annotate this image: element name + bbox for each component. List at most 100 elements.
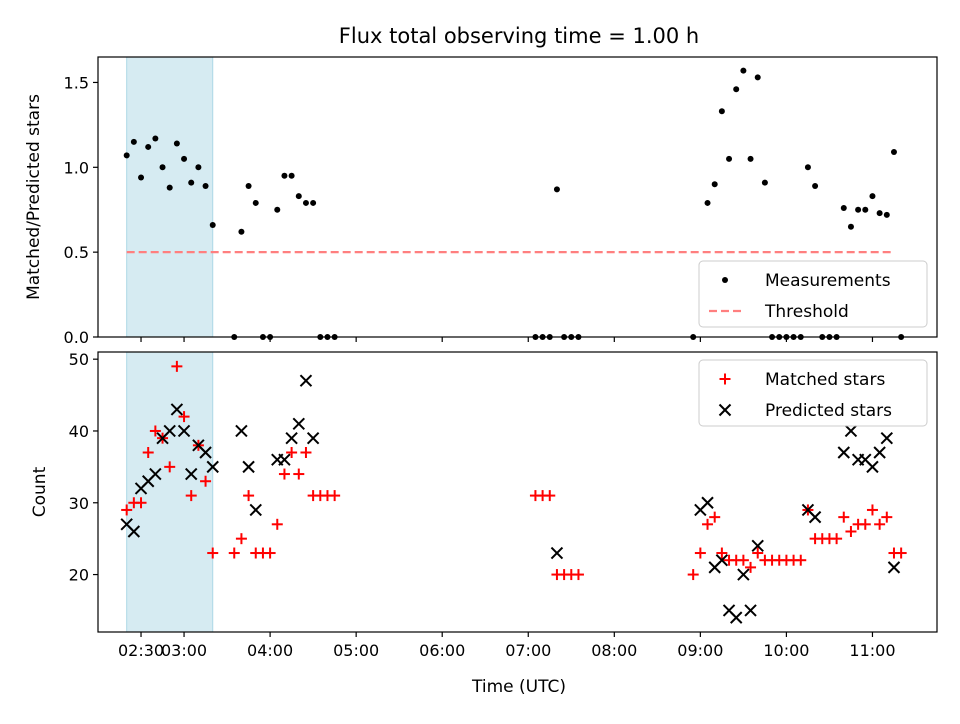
series-matched-stars: [121, 360, 907, 581]
legend-swatch: [718, 403, 732, 417]
matched-point: [278, 468, 290, 480]
measurement-point: [281, 172, 288, 179]
predicted-point: [170, 403, 184, 416]
y-tick-label: 30: [69, 494, 89, 513]
measurement-point: [123, 152, 130, 159]
measurement-point: [740, 67, 747, 74]
measurement-point: [159, 164, 166, 171]
predicted-point: [737, 568, 750, 581]
measurement-point: [188, 179, 195, 186]
matched-point: [286, 447, 298, 459]
series-predicted-stars: [120, 374, 901, 624]
x-tick-label: 05:00: [333, 641, 379, 660]
predicted-point: [837, 446, 850, 459]
matched-point: [874, 518, 886, 530]
matched-point: [293, 468, 305, 480]
y-tick-label: 1.5: [64, 73, 89, 92]
measurement-point: [747, 155, 754, 162]
x-tick-label: 09:00: [677, 641, 723, 660]
measurement-point: [862, 206, 869, 213]
matched-point: [329, 490, 341, 502]
predicted-point: [866, 460, 879, 474]
measurement-point: [245, 182, 252, 189]
measurement-point: [754, 74, 761, 81]
chart-title: Flux total observing time = 1.00 h: [339, 24, 699, 48]
axes-frame: [97, 351, 938, 633]
measurement-point: [704, 199, 711, 206]
legend-label: Threshold: [764, 302, 849, 322]
predicted-point: [751, 539, 764, 553]
predicted-point: [206, 460, 219, 474]
matched-point: [859, 518, 871, 530]
matched-point: [149, 425, 161, 437]
measurement-point: [130, 138, 137, 145]
legend-box: [698, 359, 928, 427]
predicted-point: [242, 460, 255, 474]
measurement-point: [883, 211, 890, 218]
matched-point: [178, 411, 190, 423]
matched-point: [895, 547, 907, 559]
matched-point: [135, 497, 147, 509]
legend-swatch: [719, 373, 731, 385]
predicted-point: [808, 510, 822, 524]
axes-frame: [97, 56, 938, 338]
x-tick-label: 06:00: [419, 641, 465, 660]
matched-point: [264, 547, 276, 559]
matched-point: [795, 554, 807, 566]
matched-point: [228, 547, 240, 559]
predicted-point: [306, 431, 320, 445]
measurement-point: [295, 193, 302, 200]
predicted-point: [880, 431, 894, 445]
matched-point: [142, 447, 154, 459]
measurement-point: [181, 155, 188, 162]
y-tick-label: 20: [69, 566, 89, 585]
x-tick-label: 04:00: [247, 641, 293, 660]
measurement-point: [847, 223, 854, 230]
x-tick-label: 02:30: [118, 641, 164, 660]
measurement-point: [209, 222, 216, 228]
measurement-point: [302, 199, 309, 206]
series-measurements: [123, 67, 905, 340]
measurement-point: [711, 181, 718, 188]
top-y-axis-label: Matched/Predicted stars: [24, 94, 44, 300]
measurement-point: [718, 108, 725, 115]
matched-point: [838, 511, 850, 523]
highlight-span: [126, 56, 214, 338]
predicted-point: [715, 553, 729, 567]
measurement-point: [145, 143, 152, 150]
top-panel: 0.0 0.5 1.0 1.5 Measurements Threshold: [64, 56, 938, 347]
measurement-point: [733, 86, 740, 93]
matched-point: [716, 547, 728, 559]
matched-point: [207, 547, 219, 559]
matched-point: [164, 461, 176, 473]
measurement-point: [238, 228, 245, 235]
measurement-point: [855, 206, 862, 213]
measurement-point: [890, 149, 897, 156]
predicted-point: [149, 467, 162, 481]
predicted-point: [235, 424, 248, 438]
y-tick-label: 50: [69, 350, 89, 369]
legend-box: [698, 260, 928, 328]
y-tick-label: 40: [69, 422, 89, 441]
y-tick-label: 0.0: [64, 328, 89, 347]
matched-point: [709, 511, 721, 523]
measurement-point: [876, 210, 883, 217]
matched-point: [694, 547, 706, 559]
legend: Matched stars Predicted stars: [698, 359, 928, 427]
measurement-point: [288, 172, 295, 179]
measurement-point: [138, 174, 145, 181]
matched-point: [121, 504, 133, 516]
measurement-point: [761, 179, 768, 186]
predicted-point: [177, 424, 191, 438]
matched-point: [171, 360, 183, 372]
predicted-point: [292, 417, 305, 431]
predicted-point: [701, 496, 714, 509]
predicted-point: [199, 446, 212, 459]
x-tick-label: 07:00: [505, 641, 551, 660]
predicted-point: [299, 374, 313, 387]
x-tick-label: 03:00: [161, 641, 207, 660]
matched-point: [243, 490, 255, 502]
legend-label: Predicted stars: [765, 401, 892, 421]
x-tick-label: 10:00: [763, 641, 809, 660]
